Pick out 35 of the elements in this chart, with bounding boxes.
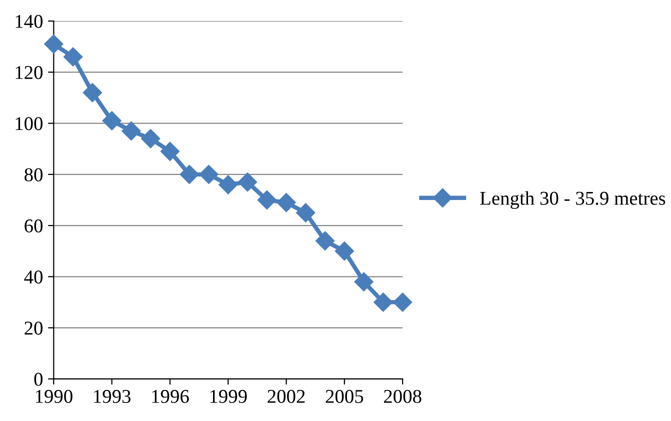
y-tick-label: 120 bbox=[16, 66, 43, 80]
point bbox=[238, 172, 258, 192]
x-tick-label: 1990 bbox=[36, 390, 72, 403]
point bbox=[393, 292, 412, 312]
x-tick-label: 2005 bbox=[326, 390, 364, 403]
point bbox=[296, 203, 316, 222]
y-tick-label: 40 bbox=[24, 270, 43, 284]
point bbox=[180, 164, 199, 184]
point bbox=[141, 129, 160, 148]
y-tick-label: 140 bbox=[16, 14, 43, 28]
point bbox=[374, 292, 393, 312]
point bbox=[354, 272, 374, 292]
point bbox=[334, 242, 354, 261]
y-tick-label: 20 bbox=[24, 322, 43, 335]
x-tick-label: 1999 bbox=[210, 390, 247, 403]
point bbox=[64, 47, 83, 66]
point bbox=[257, 190, 276, 210]
x-tick-label: 2008 bbox=[384, 390, 422, 403]
point bbox=[276, 192, 296, 212]
y-tick-label: 60 bbox=[24, 219, 43, 232]
point bbox=[218, 175, 238, 194]
point bbox=[82, 83, 102, 102]
y-tick-label: 100 bbox=[16, 117, 43, 130]
point bbox=[122, 121, 141, 140]
x-tick-label: 1993 bbox=[94, 390, 131, 403]
legend-label: Length 30 - 35.9 metres bbox=[480, 191, 666, 209]
point bbox=[44, 34, 64, 54]
y-tick-label: 0 bbox=[34, 372, 43, 386]
x-tick-label: 1996 bbox=[152, 390, 189, 403]
x-tick-label: 2002 bbox=[268, 390, 305, 403]
y-tick-label: 80 bbox=[24, 168, 43, 182]
point bbox=[102, 111, 122, 130]
point bbox=[316, 231, 335, 250]
point bbox=[160, 142, 180, 161]
point bbox=[199, 164, 218, 184]
